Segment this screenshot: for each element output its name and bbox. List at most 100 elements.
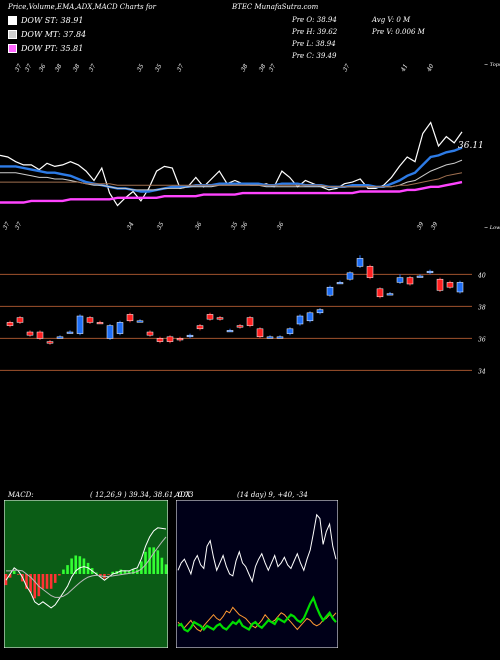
- legend-dow-st: DOW ST: 38.91: [8, 16, 83, 25]
- candle-body: [406, 277, 414, 285]
- volume-stat: Avg V: 0 M: [372, 16, 411, 24]
- price-tick-label: 40: [477, 272, 486, 279]
- candle-body: [106, 325, 114, 339]
- candle-body: [316, 309, 324, 314]
- candle-body: [36, 331, 44, 339]
- top-tick: 37: [268, 63, 278, 73]
- top-tick: 37: [342, 63, 352, 73]
- price-tick-label: 38: [478, 304, 486, 311]
- candle-body: [176, 338, 184, 341]
- top-tick: 35: [154, 63, 164, 73]
- candle-body: [216, 317, 224, 320]
- top-tick: 38: [54, 63, 64, 73]
- legend-swatch: [8, 44, 17, 53]
- volume-stat: Pre V: 0.006 M: [372, 28, 425, 36]
- candle-body: [236, 325, 244, 328]
- prev-stat: Pre C: 39.49: [292, 52, 337, 60]
- top-tick: 41: [399, 63, 409, 74]
- prev-stat: Pre H: 39.62: [292, 28, 338, 36]
- top-tick: 36: [38, 63, 48, 73]
- chart-title: Price,Volume,EMA,ADX,MACD Charts for: [8, 3, 156, 11]
- prev-stat: Pre L: 38.94: [292, 40, 336, 48]
- bottom-tick: 36: [194, 221, 204, 231]
- top-tick: 38: [240, 63, 250, 73]
- candle-body: [46, 341, 54, 344]
- candle-body: [296, 315, 304, 325]
- adx-params: (14 day) 9, +40, -34: [237, 491, 308, 499]
- ema-line-4: [0, 180, 463, 204]
- bottom-tick: 34: [126, 221, 136, 231]
- last-price-label: 36.11: [458, 141, 484, 151]
- candle-body: [26, 331, 34, 336]
- candle-body: [166, 336, 174, 342]
- legend-dow-mt: DOW MT: 37.84: [8, 30, 86, 39]
- candle-body: [66, 331, 74, 334]
- macd-line-1: [6, 536, 167, 598]
- legend-label: DOW ST: 38.91: [21, 16, 84, 25]
- bottom-tick: 35: [230, 221, 240, 231]
- candle-body: [256, 328, 264, 338]
- candle-body: [186, 334, 194, 338]
- adx-line-2: [177, 595, 337, 633]
- candle-body: [426, 270, 434, 274]
- bottom-tick: 35: [156, 221, 166, 231]
- candle-body: [86, 317, 94, 323]
- candle-body: [146, 331, 154, 336]
- candle-body: [286, 328, 294, 334]
- candle-body: [386, 293, 394, 296]
- candle-body: [336, 282, 344, 285]
- candle-body: [346, 272, 354, 280]
- bottom-tick: 37: [14, 221, 24, 231]
- candle-body: [156, 338, 164, 342]
- legend-swatch: [8, 16, 17, 25]
- candle-body: [306, 312, 314, 322]
- top-tick: 35: [136, 63, 146, 73]
- candle-body: [366, 266, 374, 278]
- bottom-tick: 37: [2, 221, 12, 231]
- price-tick-label: 34: [478, 368, 486, 375]
- candle-body: [396, 277, 404, 283]
- candle-body: [136, 320, 144, 323]
- candle-body: [56, 336, 64, 339]
- candle-body: [226, 330, 234, 333]
- adx-header: ADX: [175, 491, 191, 499]
- legend-label: DOW MT: 37.84: [21, 30, 87, 39]
- candle-body: [266, 336, 274, 339]
- macd-chart: [4, 500, 168, 648]
- ema-line-3: [0, 172, 463, 188]
- candle-body: [356, 258, 364, 267]
- candle-body: [446, 282, 454, 288]
- bottom-tick: 36: [276, 221, 286, 231]
- bottom-tick: 39: [430, 221, 440, 231]
- tops-label: ~ Tops: [484, 62, 500, 68]
- adx-line-1: [177, 606, 337, 632]
- legend-dow-pt: DOW PT: 35.81: [8, 44, 83, 53]
- top-tick: 37: [88, 63, 98, 73]
- bottom-tick: 39: [416, 221, 426, 231]
- candle-body: [276, 336, 284, 339]
- legend-label: DOW PT: 35.81: [21, 44, 84, 53]
- top-tick: 37: [14, 63, 24, 73]
- candle-body: [16, 317, 24, 323]
- candle-body: [246, 317, 254, 326]
- prev-stat: Pre O: 38.94: [292, 16, 337, 24]
- candle-body: [6, 322, 14, 326]
- candle-body: [126, 314, 134, 322]
- candle-body: [436, 278, 444, 291]
- top-tick: 40: [425, 63, 435, 74]
- symbol-label: BTEC MunafaSutra.com: [232, 3, 319, 11]
- bottom-tick: 36: [240, 221, 250, 231]
- adx-line-0: [177, 513, 337, 583]
- macd-header: MACD:: [8, 491, 34, 499]
- macd-params: ( 12,26,9 ) 39.34, 38.61, 0.73: [90, 491, 194, 499]
- candle-body: [416, 275, 424, 278]
- candle-body: [76, 315, 84, 334]
- legend-swatch: [8, 30, 17, 39]
- lows-label: ~ Lows: [484, 225, 500, 231]
- top-tick: 37: [176, 63, 186, 73]
- top-tick: 38: [258, 63, 268, 73]
- top-tick: 38: [72, 63, 82, 73]
- price-tick-label: 36: [478, 336, 486, 343]
- top-tick: 37: [24, 63, 34, 73]
